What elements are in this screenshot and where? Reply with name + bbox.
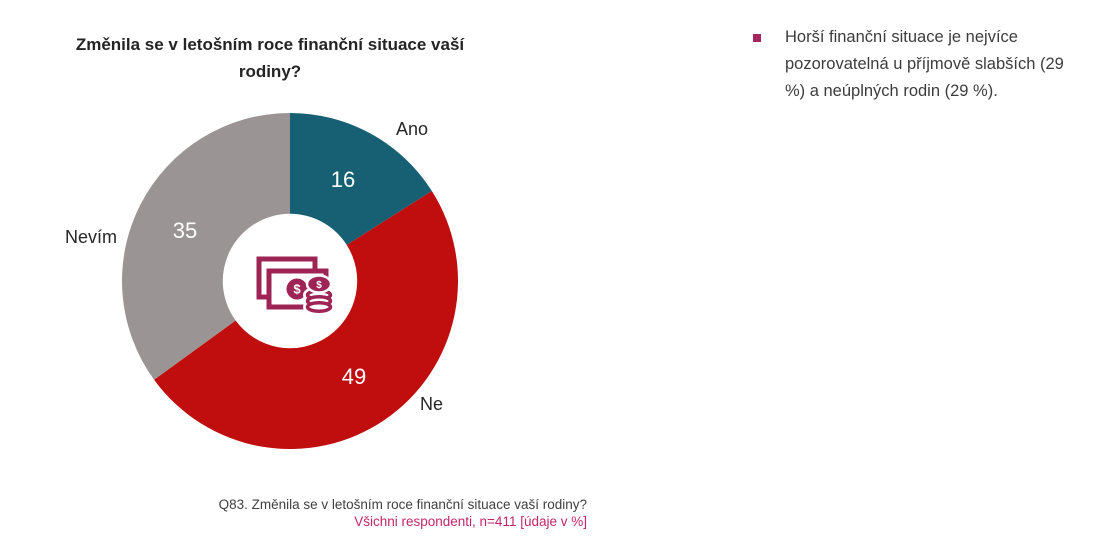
donut-segment-ano bbox=[290, 113, 432, 245]
footnote-question: Q83. Změnila se v letošním roce finanční… bbox=[218, 497, 587, 512]
segment-label-nevim: Nevím bbox=[64, 227, 117, 247]
segment-value-nevim: 35 bbox=[172, 218, 198, 243]
segment-label-ano: Ano bbox=[396, 119, 429, 139]
segment-value-ne: 49 bbox=[341, 364, 367, 389]
footnote: Q83. Změnila se v letošním roce finanční… bbox=[0, 496, 587, 530]
footnote-base: Všichni respondenti, n=411 [údaje v %] bbox=[354, 514, 587, 529]
donut-segment-nevim bbox=[122, 113, 290, 380]
segment-label-ne: Ne bbox=[420, 394, 444, 414]
money-icon: $ $ bbox=[256, 256, 335, 314]
bullet-text: Horší finanční situace je nejvíce pozoro… bbox=[785, 28, 1064, 100]
bullet-square-icon bbox=[753, 34, 761, 42]
coin-stack bbox=[305, 289, 333, 313]
donut-chart bbox=[122, 113, 458, 449]
donut-segment-ne bbox=[154, 190, 458, 449]
coin-dollar-sign: $ bbox=[316, 280, 322, 291]
segment-value-ano: 16 bbox=[330, 167, 356, 192]
chart-title: Změnila se v letošním roce finanční situ… bbox=[75, 35, 465, 81]
top-coin bbox=[305, 274, 333, 294]
dollar-circle bbox=[286, 278, 308, 300]
dollar-sign: $ bbox=[293, 282, 301, 297]
